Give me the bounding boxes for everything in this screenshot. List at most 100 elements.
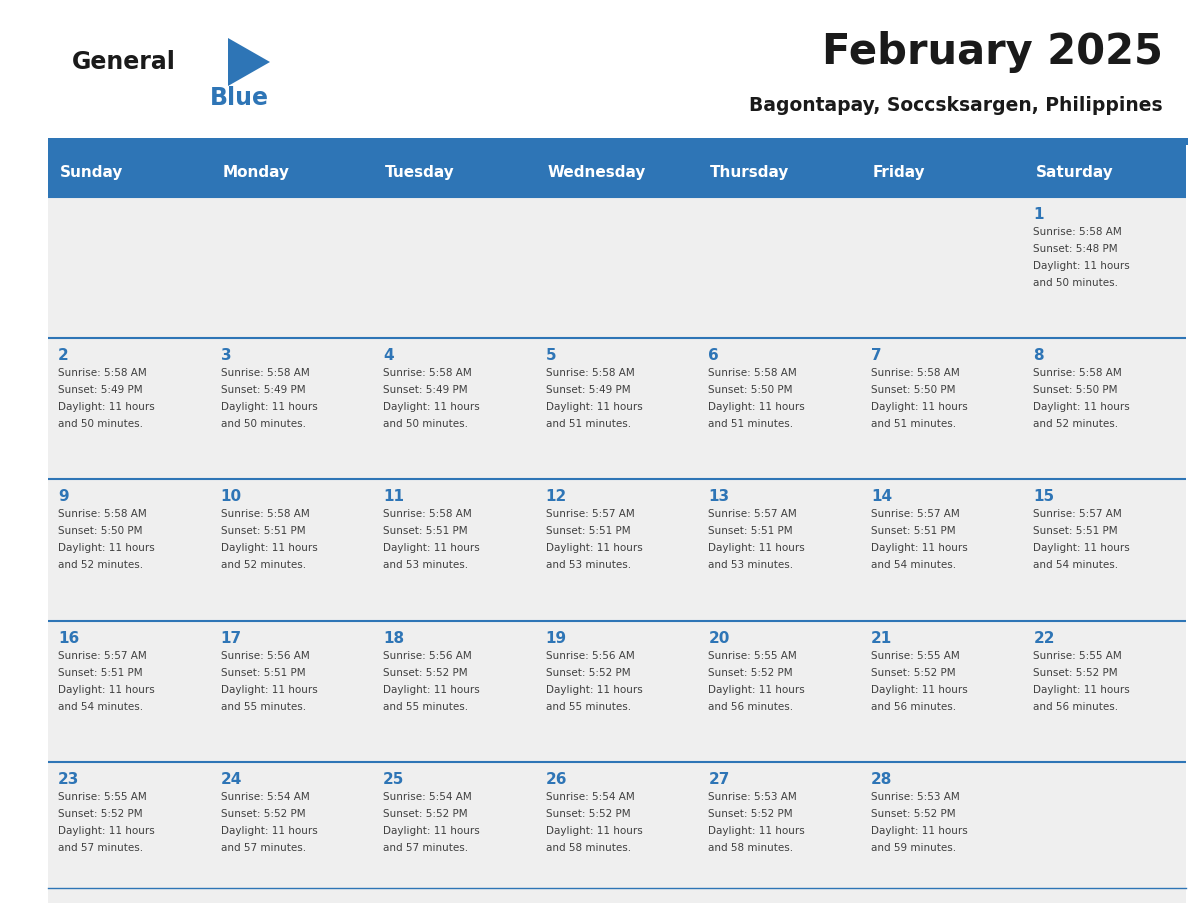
Text: Sunrise: 5:58 AM: Sunrise: 5:58 AM: [221, 368, 309, 378]
Text: Daylight: 11 hours: Daylight: 11 hours: [384, 685, 480, 695]
Bar: [48, 145, 1186, 197]
Text: 7: 7: [871, 348, 881, 364]
Text: 19: 19: [545, 631, 567, 645]
Text: 3: 3: [221, 348, 232, 364]
Text: Daylight: 11 hours: Daylight: 11 hours: [1034, 685, 1130, 695]
Text: and 55 minutes.: and 55 minutes.: [221, 701, 305, 711]
Text: Sunset: 5:51 PM: Sunset: 5:51 PM: [871, 526, 955, 536]
Text: Sunrise: 5:58 AM: Sunrise: 5:58 AM: [545, 368, 634, 378]
Text: Sunrise: 5:58 AM: Sunrise: 5:58 AM: [58, 509, 147, 520]
Text: Sunrise: 5:56 AM: Sunrise: 5:56 AM: [221, 651, 309, 661]
Text: Sunset: 5:52 PM: Sunset: 5:52 PM: [221, 809, 305, 819]
Bar: [48, 479, 1186, 621]
Text: Daylight: 11 hours: Daylight: 11 hours: [708, 685, 805, 695]
Text: and 55 minutes.: and 55 minutes.: [384, 701, 468, 711]
Text: 25: 25: [384, 772, 405, 787]
Text: 23: 23: [58, 772, 80, 787]
Text: 4: 4: [384, 348, 393, 364]
Text: Sunrise: 5:54 AM: Sunrise: 5:54 AM: [384, 792, 472, 801]
Text: Monday: Monday: [222, 164, 290, 180]
Text: Sunset: 5:52 PM: Sunset: 5:52 PM: [545, 809, 631, 819]
Bar: [48, 621, 1186, 762]
Text: Sunrise: 5:58 AM: Sunrise: 5:58 AM: [708, 368, 797, 378]
Text: Sunrise: 5:55 AM: Sunrise: 5:55 AM: [871, 651, 960, 661]
Text: Sunset: 5:49 PM: Sunset: 5:49 PM: [545, 386, 631, 396]
Text: Sunrise: 5:58 AM: Sunrise: 5:58 AM: [384, 368, 472, 378]
Text: and 56 minutes.: and 56 minutes.: [1034, 701, 1119, 711]
Text: Sunset: 5:52 PM: Sunset: 5:52 PM: [384, 809, 468, 819]
Text: and 58 minutes.: and 58 minutes.: [545, 843, 631, 853]
Text: and 53 minutes.: and 53 minutes.: [545, 560, 631, 570]
Text: Sunset: 5:48 PM: Sunset: 5:48 PM: [1034, 244, 1118, 254]
Text: 2: 2: [58, 348, 69, 364]
Text: Sunrise: 5:57 AM: Sunrise: 5:57 AM: [58, 651, 147, 661]
Text: Sunset: 5:51 PM: Sunset: 5:51 PM: [221, 667, 305, 677]
Text: and 57 minutes.: and 57 minutes.: [58, 843, 143, 853]
Text: Daylight: 11 hours: Daylight: 11 hours: [708, 402, 805, 412]
Text: Sunrise: 5:58 AM: Sunrise: 5:58 AM: [1034, 368, 1123, 378]
Text: Sunrise: 5:53 AM: Sunrise: 5:53 AM: [708, 792, 797, 801]
Text: and 54 minutes.: and 54 minutes.: [58, 701, 143, 711]
Text: Sunset: 5:49 PM: Sunset: 5:49 PM: [221, 386, 305, 396]
Text: Thursday: Thursday: [710, 164, 790, 180]
Text: 9: 9: [58, 489, 69, 504]
Text: Friday: Friday: [873, 164, 925, 180]
Text: Sunrise: 5:58 AM: Sunrise: 5:58 AM: [384, 509, 472, 520]
Bar: [48, 197, 1186, 338]
Text: and 51 minutes.: and 51 minutes.: [545, 420, 631, 430]
Text: Sunset: 5:52 PM: Sunset: 5:52 PM: [384, 667, 468, 677]
Polygon shape: [228, 38, 270, 86]
Text: Sunrise: 5:58 AM: Sunrise: 5:58 AM: [871, 368, 960, 378]
Text: 12: 12: [545, 489, 567, 504]
Text: Sunrise: 5:58 AM: Sunrise: 5:58 AM: [1034, 227, 1123, 237]
Text: and 52 minutes.: and 52 minutes.: [221, 560, 305, 570]
Text: 8: 8: [1034, 348, 1044, 364]
Text: 14: 14: [871, 489, 892, 504]
Text: Sunset: 5:49 PM: Sunset: 5:49 PM: [384, 386, 468, 396]
Text: and 57 minutes.: and 57 minutes.: [221, 843, 305, 853]
Text: Sunset: 5:51 PM: Sunset: 5:51 PM: [545, 526, 631, 536]
Text: Daylight: 11 hours: Daylight: 11 hours: [384, 543, 480, 554]
Text: Daylight: 11 hours: Daylight: 11 hours: [1034, 543, 1130, 554]
Text: Sunset: 5:52 PM: Sunset: 5:52 PM: [708, 667, 792, 677]
Text: Daylight: 11 hours: Daylight: 11 hours: [871, 402, 967, 412]
Text: 1: 1: [1034, 207, 1044, 222]
Text: Sunset: 5:51 PM: Sunset: 5:51 PM: [221, 526, 305, 536]
Text: Daylight: 11 hours: Daylight: 11 hours: [58, 402, 154, 412]
Text: 11: 11: [384, 489, 404, 504]
Text: Daylight: 11 hours: Daylight: 11 hours: [384, 402, 480, 412]
Text: Wednesday: Wednesday: [548, 164, 646, 180]
Text: Sunset: 5:52 PM: Sunset: 5:52 PM: [871, 667, 955, 677]
Text: Daylight: 11 hours: Daylight: 11 hours: [545, 543, 643, 554]
Text: and 58 minutes.: and 58 minutes.: [708, 843, 794, 853]
Text: Bagontapay, Soccsksargen, Philippines: Bagontapay, Soccsksargen, Philippines: [750, 95, 1163, 115]
Text: Sunset: 5:52 PM: Sunset: 5:52 PM: [708, 809, 792, 819]
Bar: [48, 762, 1186, 903]
Text: 28: 28: [871, 772, 892, 787]
Text: Sunrise: 5:56 AM: Sunrise: 5:56 AM: [545, 651, 634, 661]
Text: Blue: Blue: [210, 86, 268, 110]
Text: Sunday: Sunday: [61, 164, 124, 180]
Text: and 52 minutes.: and 52 minutes.: [1034, 420, 1119, 430]
Text: Sunrise: 5:54 AM: Sunrise: 5:54 AM: [545, 792, 634, 801]
Bar: [48, 338, 1186, 479]
Text: Saturday: Saturday: [1036, 164, 1113, 180]
Text: Daylight: 11 hours: Daylight: 11 hours: [1034, 402, 1130, 412]
Text: Sunrise: 5:57 AM: Sunrise: 5:57 AM: [871, 509, 960, 520]
Text: 26: 26: [545, 772, 567, 787]
Text: Daylight: 11 hours: Daylight: 11 hours: [221, 826, 317, 835]
Text: 17: 17: [221, 631, 241, 645]
Text: 16: 16: [58, 631, 80, 645]
Text: Sunset: 5:52 PM: Sunset: 5:52 PM: [545, 667, 631, 677]
Text: 20: 20: [708, 631, 729, 645]
Text: Sunrise: 5:55 AM: Sunrise: 5:55 AM: [708, 651, 797, 661]
Text: and 50 minutes.: and 50 minutes.: [58, 420, 143, 430]
Text: and 50 minutes.: and 50 minutes.: [221, 420, 305, 430]
Text: 10: 10: [221, 489, 241, 504]
Text: 6: 6: [708, 348, 719, 364]
Text: and 56 minutes.: and 56 minutes.: [708, 701, 794, 711]
Text: Sunset: 5:52 PM: Sunset: 5:52 PM: [1034, 667, 1118, 677]
Text: Sunset: 5:51 PM: Sunset: 5:51 PM: [708, 526, 792, 536]
Text: Sunrise: 5:57 AM: Sunrise: 5:57 AM: [708, 509, 797, 520]
Text: Daylight: 11 hours: Daylight: 11 hours: [384, 826, 480, 835]
